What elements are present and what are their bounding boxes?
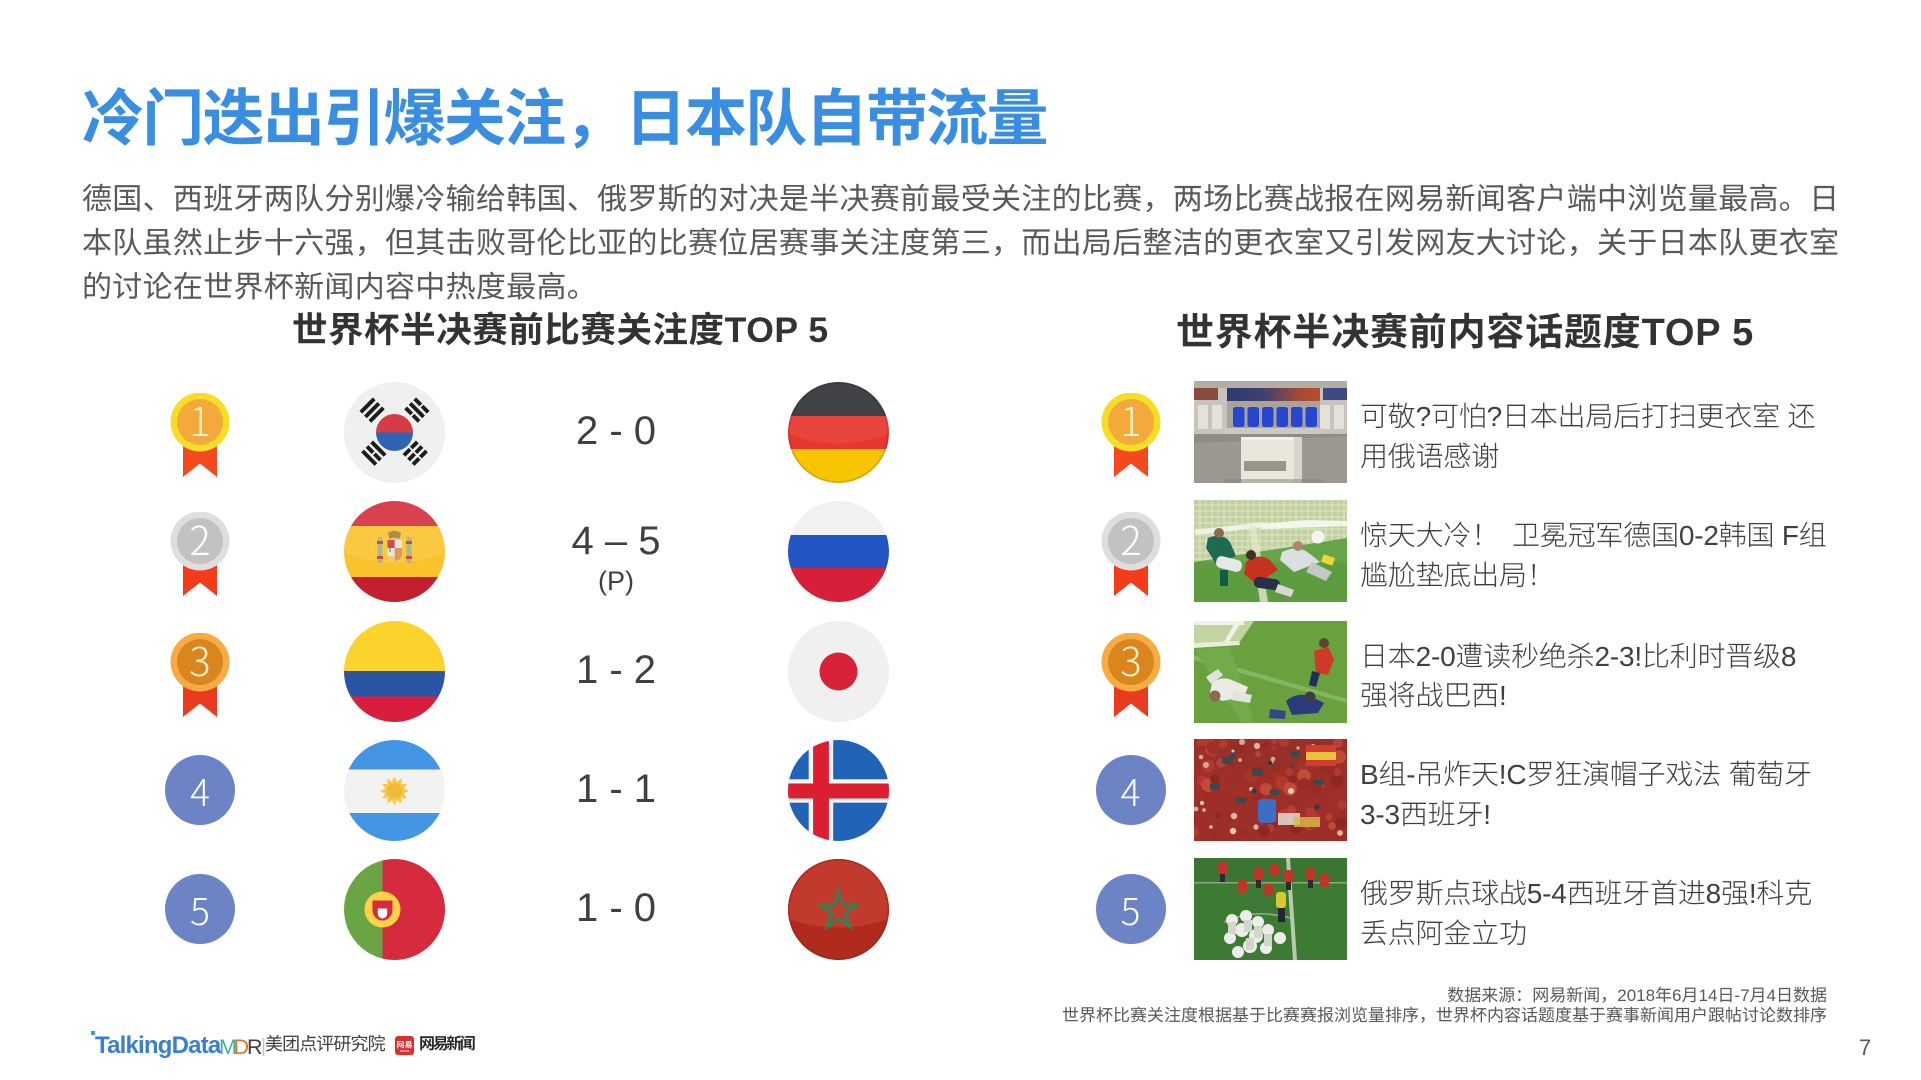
svg-text:网易: 网易 [397,1040,413,1051]
svg-text:2: 2 [189,512,210,567]
svg-text:2: 2 [1120,512,1141,567]
svg-text:3: 3 [1120,633,1141,688]
svg-text:1: 1 [189,393,210,448]
svg-text:1: 1 [1120,393,1141,448]
svg-text:3: 3 [189,633,210,688]
